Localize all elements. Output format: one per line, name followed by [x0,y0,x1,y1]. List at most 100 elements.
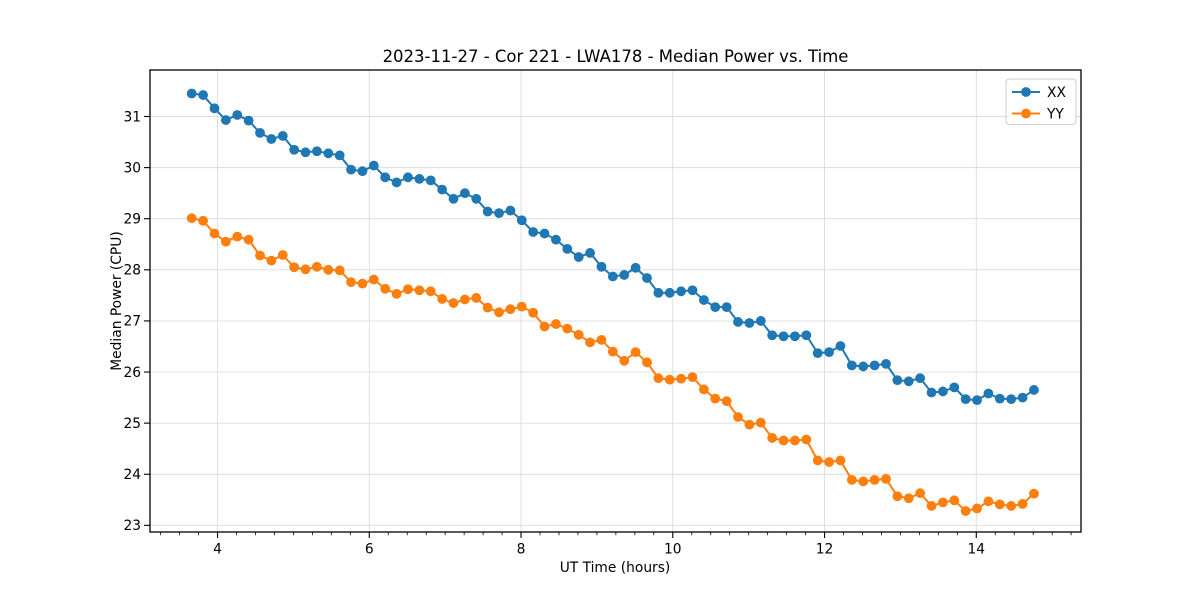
data-point-marker [539,228,550,239]
data-point-marker [198,90,209,100]
data-point-marker [607,346,618,357]
data-point-marker [790,435,800,446]
data-point-marker [619,270,630,280]
x-axis-label: UT Time (hours) [559,560,671,576]
data-point-marker [733,412,743,422]
data-point-marker [721,396,732,407]
data-point-marker [346,164,356,175]
data-point-marker [824,347,834,358]
data-point-marker [687,285,698,296]
data-point-marker [994,393,1005,404]
legend-item-xx: XX [1012,85,1066,101]
data-point-marker [255,250,265,261]
data-point-marker [368,274,379,285]
data-point-marker [926,387,937,398]
data-point-marker [459,294,470,305]
data-point-marker [494,307,504,318]
data-point-marker [277,250,288,260]
data-point-marker [778,331,789,342]
data-point-marker [835,341,846,351]
data-point-marker [915,488,926,499]
data-point-marker [289,144,300,155]
data-point-marker [482,206,493,217]
data-point-marker [368,160,379,171]
data-point-marker [471,193,482,204]
x-tick-label: 10 [664,542,682,558]
data-point-marker [573,252,584,262]
data-point-marker [1006,501,1017,511]
data-point-marker [403,172,413,183]
data-point-marker [778,435,789,446]
data-point-marker [448,298,459,308]
data-point-marker [312,261,322,272]
y-tick-label: 26 [123,365,141,381]
data-point-marker [824,457,834,467]
data-point-marker [562,243,573,254]
data-point-marker [676,373,687,384]
data-point-marker [505,205,516,216]
data-point-marker [755,316,766,326]
data-point-marker [596,334,607,345]
data-point-marker [653,373,664,384]
data-point-marker [869,360,880,371]
data-point-marker [551,234,561,245]
data-point-marker [300,147,311,158]
data-point-marker [334,150,345,161]
data-point-marker [767,433,778,443]
data-point-marker [425,175,436,186]
data-point-marker [881,358,891,369]
x-tick-label: 14 [968,542,986,558]
data-point-marker [858,361,869,372]
x-tick-label: 6 [365,542,374,558]
data-point-marker [1017,392,1028,403]
data-point-marker [186,88,197,99]
data-point-marker [266,134,277,144]
data-point-marker [528,307,539,318]
data-point-marker [516,215,527,226]
data-point-marker [494,208,504,219]
series-yy [186,213,1039,516]
y-tick-label: 28 [123,263,141,279]
data-point-marker [220,115,231,125]
tick-labels: 4 6 8 10 12 14 23 24 25 26 27 28 29 30 31 [123,109,985,557]
data-point-marker [1006,394,1017,405]
data-point-marker [642,273,652,283]
data-point-marker [380,172,391,183]
data-point-marker [721,302,732,313]
data-point-marker [573,329,584,340]
legend-label: YY [1046,106,1064,122]
data-point-marker [437,294,448,304]
data-point-marker [812,455,823,466]
data-point-marker [437,184,448,195]
data-point-marker [949,382,960,393]
data-point-marker [744,318,755,328]
data-point-marker [903,376,914,387]
data-point-marker [676,286,687,297]
data-point-marker [938,497,948,508]
data-point-marker [516,301,527,312]
data-point-marker [243,234,254,245]
data-point-marker [744,419,755,430]
data-point-marker [664,374,675,385]
data-point-marker [938,386,948,397]
x-tick-label: 12 [816,542,834,558]
data-point-marker [846,360,857,371]
data-point-marker [312,146,322,157]
data-point-marker [607,271,618,282]
data-point-marker [733,317,743,327]
data-point-marker [414,285,425,296]
data-point-marker [528,227,539,237]
legend-marker [1021,87,1031,97]
data-point-marker [186,213,197,224]
data-point-marker [323,148,334,159]
data-point-marker [585,337,595,348]
data-point-marker [630,347,641,358]
data-point-marker [425,286,436,297]
data-point-marker [949,495,960,506]
tick-marks [144,115,1072,538]
data-point-marker [391,288,402,299]
data-point-marker [960,394,971,405]
y-tick-label: 24 [123,467,141,483]
data-point-marker [960,506,971,516]
